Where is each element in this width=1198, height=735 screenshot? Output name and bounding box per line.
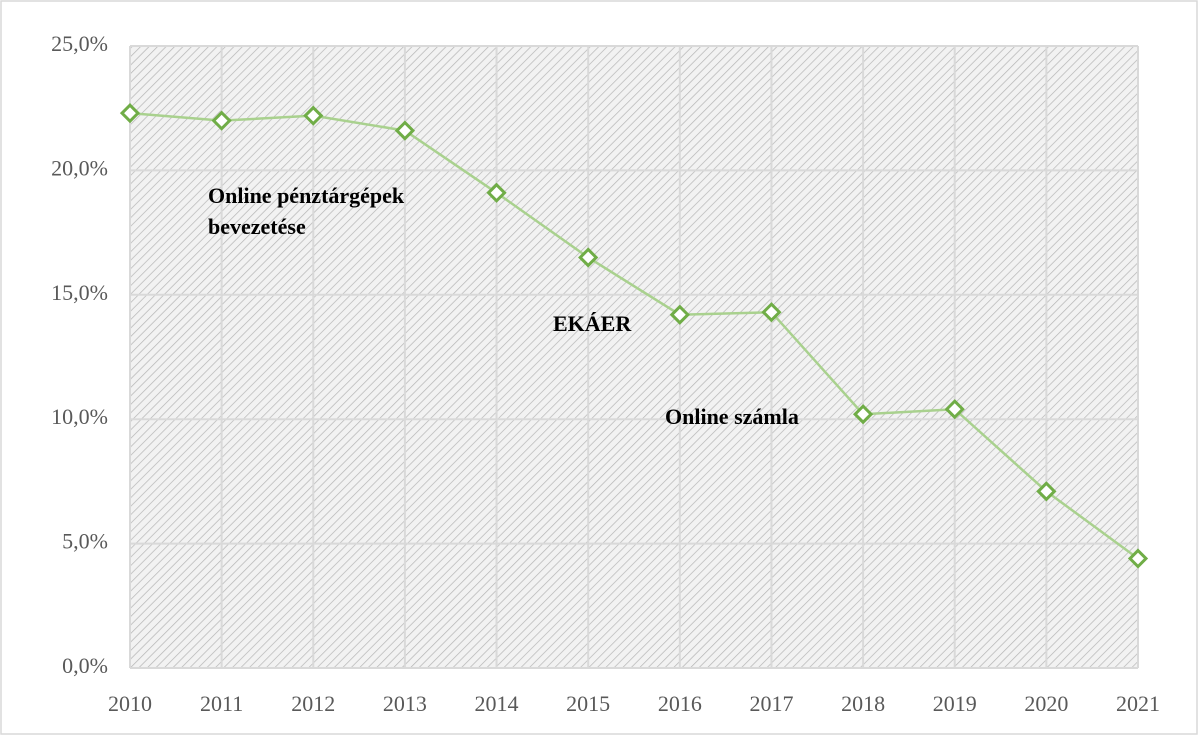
data-point xyxy=(303,105,324,126)
annotation: EKÁER xyxy=(553,311,632,336)
x-tick-label: 2010 xyxy=(108,691,152,716)
data-point xyxy=(669,304,690,325)
x-tick-label: 2018 xyxy=(841,691,885,716)
data-point xyxy=(211,110,232,131)
plot-area xyxy=(130,46,1138,668)
y-tick-label: 5,0% xyxy=(62,529,108,554)
y-tick-label: 25,0% xyxy=(51,31,108,56)
data-point xyxy=(761,302,782,323)
y-tick-label: 10,0% xyxy=(51,404,108,429)
annotation: Online számla xyxy=(665,404,799,429)
x-tick-label: 2020 xyxy=(1024,691,1068,716)
x-tick-label: 2015 xyxy=(566,691,610,716)
x-tick-label: 2013 xyxy=(383,691,427,716)
data-point xyxy=(578,247,599,268)
x-tick-label: 2017 xyxy=(749,691,793,716)
annotation: bevezetése xyxy=(208,214,306,239)
data-point xyxy=(852,404,874,425)
x-tick-label: 2021 xyxy=(1116,691,1160,716)
data-point xyxy=(119,103,141,124)
y-tick-label: 20,0% xyxy=(51,155,108,180)
data-point xyxy=(486,182,507,203)
series-line xyxy=(129,111,1139,560)
data-point xyxy=(1036,481,1057,502)
data-point xyxy=(1127,548,1149,569)
annotation: Online pénztárgépek xyxy=(208,183,405,208)
data-point xyxy=(394,120,416,141)
x-tick-label: 2012 xyxy=(291,691,335,716)
x-tick-label: 2016 xyxy=(658,691,702,716)
y-tick-label: 0,0% xyxy=(62,653,108,678)
x-tick-label: 2011 xyxy=(200,691,243,716)
data-point xyxy=(944,399,965,420)
y-tick-label: 15,0% xyxy=(51,280,108,305)
x-tick-label: 2014 xyxy=(475,691,519,716)
x-tick-label: 2019 xyxy=(933,691,977,716)
